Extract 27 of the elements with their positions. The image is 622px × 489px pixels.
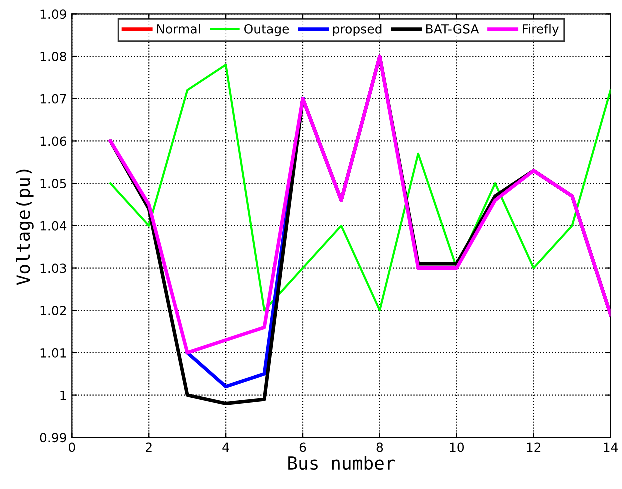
y-tick-label: 0.99 (40, 433, 66, 443)
x-tick-label: 4 (222, 442, 230, 452)
y-tick-label: 1.06 (40, 136, 67, 146)
x-tick-label: 2 (146, 442, 152, 452)
x-tick-label: 14 (604, 442, 618, 452)
y-tick-label: 1.02 (40, 306, 66, 316)
y-tick-label: 1.08 (40, 52, 66, 62)
y-tick-label: 1.03 (40, 264, 66, 274)
y-axis-title: Voltage(pu) (16, 170, 34, 286)
x-axis-title: Bus number (288, 456, 396, 470)
legend-label: Firefly (523, 24, 559, 36)
line-series (110, 64, 611, 312)
y-tick-label: 1 (60, 390, 66, 400)
y-tick-label: 1.04 (40, 221, 67, 231)
legend-label: BAT-GSA (426, 24, 480, 34)
legend-label: Outage (244, 24, 290, 36)
x-tick-label: 6 (300, 442, 306, 452)
x-tick-label: 8 (376, 442, 384, 452)
y-tick-label: 1.07 (40, 94, 66, 104)
y-tick-label: 1.01 (40, 348, 66, 358)
legend-label: propsed (333, 24, 382, 36)
x-tick-label: 0 (69, 442, 76, 452)
x-tick-label: 10 (450, 442, 464, 452)
x-tick-label: 12 (527, 442, 541, 452)
y-tick-label: 1.09 (40, 10, 66, 20)
legend-label: Normal (157, 24, 200, 34)
y-tick-label: 1.05 (40, 179, 66, 188)
